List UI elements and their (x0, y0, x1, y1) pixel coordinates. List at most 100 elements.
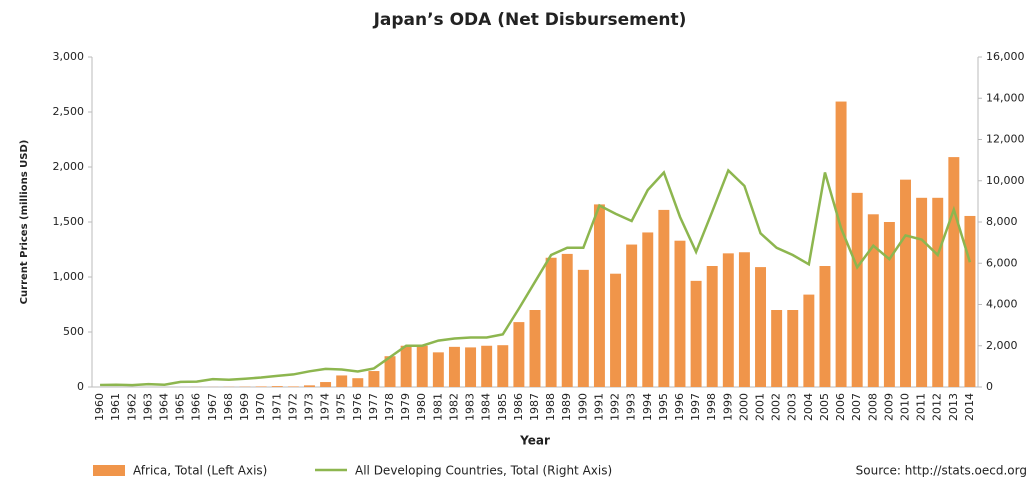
bar (883, 222, 895, 387)
bar (529, 310, 541, 387)
x-tick-label: 1971 (270, 393, 283, 421)
bar (819, 266, 831, 387)
x-tick-label: 2010 (899, 393, 912, 421)
bar (658, 209, 670, 387)
y-tick-label: 2,500 (53, 105, 85, 118)
x-tick-label: 1966 (190, 393, 203, 421)
y2-tick-label: 16,000 (986, 50, 1025, 63)
bar (303, 385, 315, 387)
bar (964, 215, 976, 387)
y2-tick-label: 4,000 (986, 298, 1018, 311)
legend-swatch (93, 465, 125, 476)
x-tick-label: 1960 (93, 393, 106, 421)
bar (513, 322, 525, 387)
x-tick-label: 2005 (818, 393, 831, 421)
x-tick-label: 2006 (834, 393, 847, 421)
x-tick-label: 2014 (963, 393, 976, 421)
bar (771, 310, 783, 387)
x-tick-label: 1969 (238, 393, 251, 421)
bar (577, 269, 589, 387)
bar (674, 240, 686, 387)
bar (416, 345, 428, 387)
x-tick-label: 1962 (125, 393, 138, 421)
x-axis-title: Year (519, 434, 550, 448)
y2-tick-label: 14,000 (986, 91, 1025, 104)
x-tick-label: 1973 (302, 393, 315, 421)
x-tick-label: 1984 (480, 393, 493, 421)
x-tick-label: 1988 (544, 393, 557, 421)
bar (851, 192, 863, 387)
x-tick-label: 1970 (254, 393, 267, 421)
x-tick-label: 2003 (786, 393, 799, 421)
bar (465, 347, 477, 387)
x-tick-label: 2008 (866, 393, 879, 421)
legend-label: Africa, Total (Left Axis) (133, 464, 267, 478)
x-tick-label: 2001 (754, 393, 767, 421)
x-tick-label: 1993 (625, 393, 638, 421)
chart-title: Japan’s ODA (Net Disbursement) (373, 10, 687, 30)
bar (545, 257, 557, 387)
bar (803, 294, 815, 387)
x-tick-label: 1976 (351, 393, 364, 421)
x-tick-label: 1989 (560, 393, 573, 421)
x-tick-label: 1990 (576, 393, 589, 421)
y2-tick-label: 12,000 (986, 133, 1025, 146)
bar (610, 273, 622, 387)
bar (336, 375, 348, 387)
x-tick-label: 1972 (286, 393, 299, 421)
bar (481, 345, 493, 387)
bar (271, 386, 283, 387)
y2-tick-label: 2,000 (986, 339, 1018, 352)
x-tick-label: 1985 (496, 393, 509, 421)
bar (916, 197, 928, 387)
x-tick-label: 2011 (915, 393, 928, 421)
x-tick-label: 1997 (689, 393, 702, 421)
x-tick-label: 1999 (721, 393, 734, 421)
source-note: Source: http://stats.oecd.org (856, 464, 1027, 478)
x-tick-label: 1992 (609, 393, 622, 421)
x-tick-label: 1978 (383, 393, 396, 421)
bar (593, 204, 605, 387)
x-tick-label: 1961 (109, 393, 122, 421)
x-tick-label: 1979 (399, 393, 412, 421)
y2-tick-label: 10,000 (986, 174, 1025, 187)
x-tick-label: 1980 (415, 393, 428, 421)
bar (690, 280, 702, 387)
x-tick-label: 1991 (592, 393, 605, 421)
bar (932, 197, 944, 387)
bar (706, 266, 718, 387)
x-tick-label: 1975 (335, 393, 348, 421)
bar (287, 386, 299, 387)
y2-tick-label: 6,000 (986, 256, 1018, 269)
bar (755, 267, 767, 387)
x-tick-label: 1965 (174, 393, 187, 421)
x-tick-label: 1982 (447, 393, 460, 421)
x-tick-label: 1968 (222, 393, 235, 421)
x-tick-label: 2002 (770, 393, 783, 421)
x-tick-label: 2009 (882, 393, 895, 421)
x-tick-label: 1964 (157, 393, 170, 421)
bar (626, 244, 638, 387)
y-tick-label: 3,000 (53, 50, 85, 63)
bar (722, 253, 734, 387)
x-tick-label: 2000 (737, 393, 750, 421)
bar (835, 101, 847, 388)
x-tick-label: 1983 (464, 393, 477, 421)
x-tick-label: 1986 (512, 393, 525, 421)
line (100, 168, 972, 387)
x-tick-label: 1998 (705, 393, 718, 421)
x-tick-label: 1977 (367, 393, 380, 421)
bar (900, 179, 911, 387)
y-tick-label: 500 (63, 325, 84, 338)
bar (352, 378, 364, 387)
x-tick-label: 1963 (141, 393, 154, 421)
bar (384, 356, 396, 387)
bar (948, 157, 960, 387)
legend-label: All Developing Countries, Total (Right A… (355, 464, 612, 478)
y-axis-title: Current Prices (millions USD) (19, 140, 30, 305)
y-tick-label: 0 (77, 380, 84, 393)
x-tick-label: 2013 (947, 393, 960, 421)
bar (432, 352, 444, 387)
x-tick-label: 2004 (802, 393, 815, 421)
